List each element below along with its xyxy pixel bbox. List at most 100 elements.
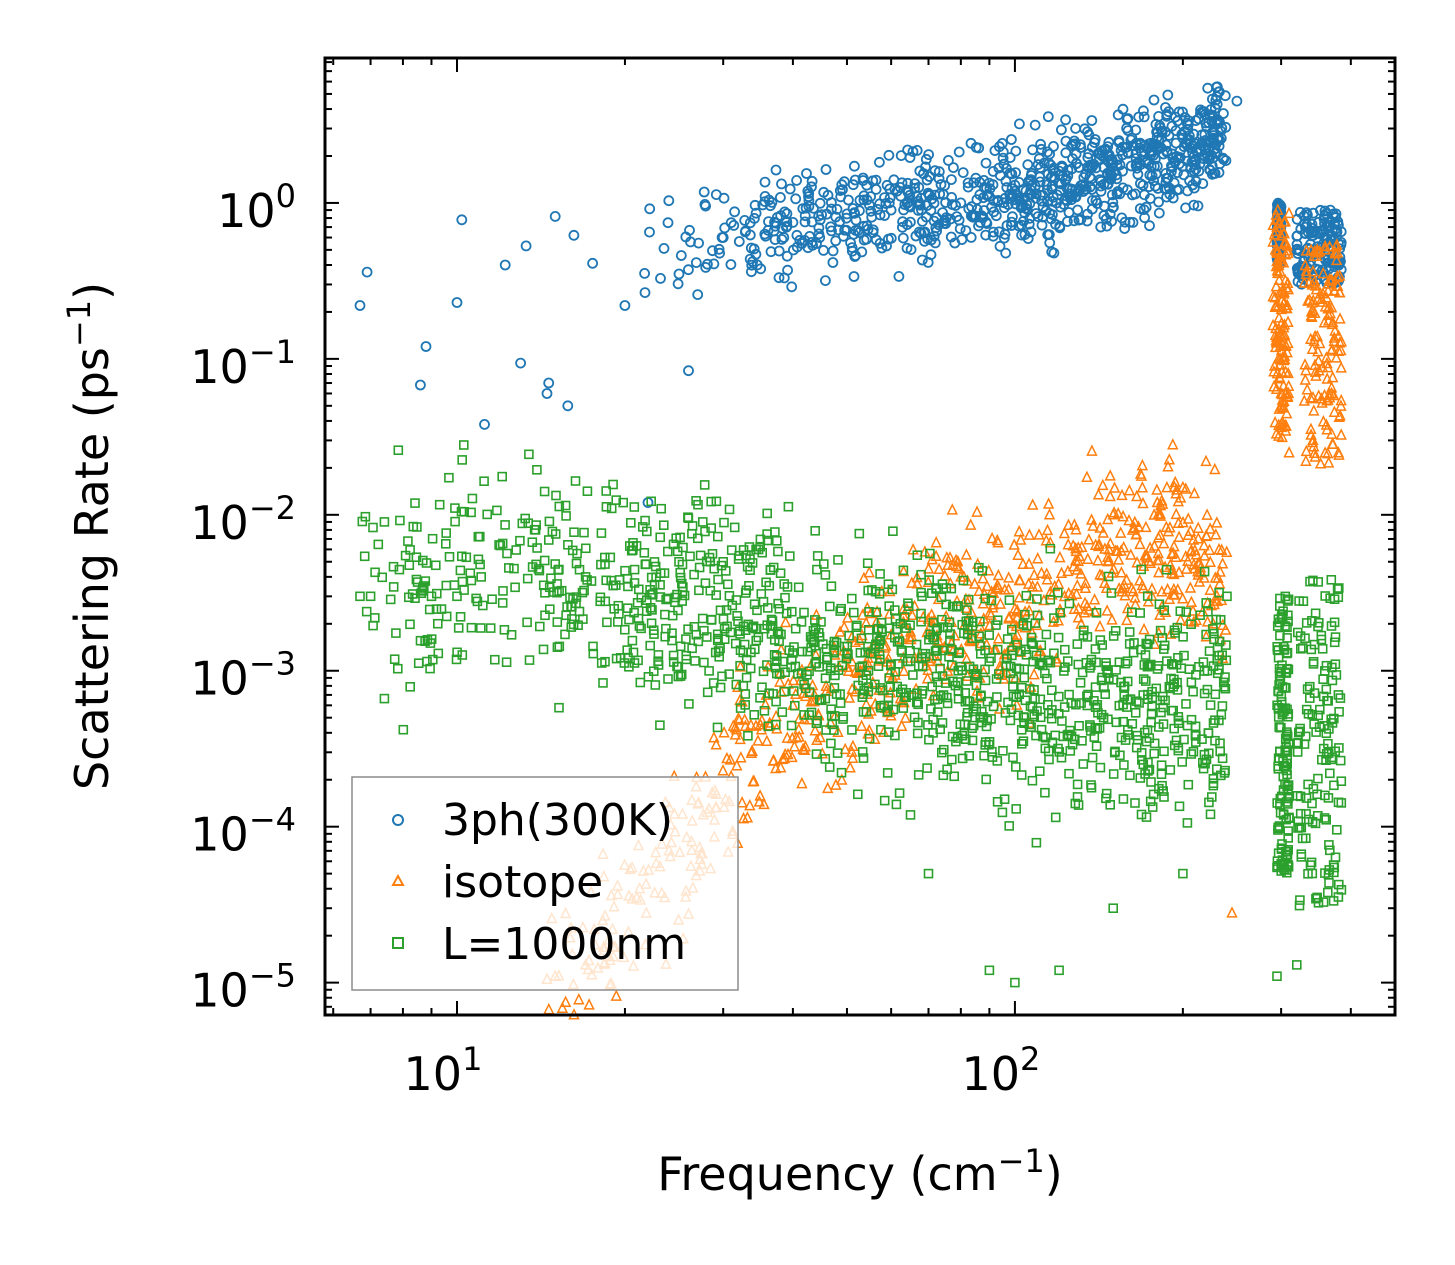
x-tick-label: 102: [961, 1040, 1040, 1101]
isotope-point: [1079, 576, 1092, 589]
l-1000nm-point: [1274, 821, 1285, 831]
isotope-point: [717, 764, 729, 776]
l-1000nm-point: [618, 497, 629, 508]
l-1000nm-point: [1323, 738, 1333, 749]
l-1000nm-point: [689, 621, 700, 632]
3ph-300k--point: [933, 166, 945, 178]
isotope-point: [1168, 480, 1181, 492]
isotope-point: [752, 734, 764, 746]
l-1000nm-point: [422, 656, 432, 667]
l-1000nm-point: [457, 455, 468, 465]
l-1000nm-point: [693, 499, 703, 510]
l-1000nm-point: [1053, 743, 1063, 754]
isotope-point: [1299, 358, 1311, 370]
l-1000nm-point: [1043, 655, 1054, 666]
l-1000nm-point: [917, 661, 928, 672]
l-1000nm-point: [1336, 798, 1347, 808]
3ph-300k--point: [658, 242, 670, 254]
3ph-300k--point: [981, 190, 993, 201]
3ph-300k--point: [923, 189, 935, 201]
isotope-point: [754, 718, 767, 730]
l-1000nm-point: [1320, 591, 1330, 601]
l-1000nm-point: [964, 750, 975, 761]
3ph-300k--point: [683, 264, 694, 276]
isotope-point: [1115, 566, 1128, 578]
l-1000nm-point: [1324, 840, 1334, 850]
l-1000nm-point: [1041, 629, 1052, 640]
l-1000nm-point: [1085, 726, 1096, 736]
3ph-300k--point: [791, 174, 802, 186]
l-1000nm-point: [574, 564, 585, 575]
3ph-300k--point: [913, 226, 925, 238]
isotope-point: [1055, 566, 1068, 579]
l-1000nm-point: [765, 565, 776, 575]
3ph-300k--point: [1220, 155, 1232, 167]
l-1000nm-point: [1188, 686, 1198, 697]
l-1000nm-point: [503, 563, 514, 573]
l-1000nm-point: [661, 594, 671, 605]
3ph-300k--point: [879, 210, 890, 221]
l-1000nm-point: [738, 647, 749, 658]
l-1000nm-point: [432, 618, 443, 629]
l-1000nm-point: [662, 546, 673, 557]
l-1000nm-point: [600, 559, 610, 569]
isotope-point: [1170, 487, 1182, 499]
3ph-300k--point: [885, 204, 897, 216]
3ph-300k--point: [354, 300, 366, 311]
l-1000nm-point: [1204, 646, 1215, 656]
isotope-point: [1323, 240, 1336, 252]
l-1000nm-point: [903, 598, 913, 609]
l-1000nm-point: [1177, 757, 1187, 767]
isotope-point: [1304, 391, 1317, 404]
l-1000nm-point: [601, 501, 612, 512]
isotope-point: [1048, 579, 1061, 592]
l-1000nm-point: [1178, 631, 1188, 642]
3ph-300k--point: [945, 231, 957, 243]
3ph-300k--point: [1313, 216, 1324, 228]
l-1000nm-point: [724, 504, 735, 515]
isotope-point: [858, 571, 870, 584]
3ph-300k--point: [997, 152, 1009, 164]
l-1000nm-point: [1047, 685, 1057, 696]
3ph-300k--point: [965, 231, 977, 243]
l-1000nm-point: [704, 666, 714, 676]
l-1000nm-point: [579, 585, 589, 596]
l-1000nm-point: [991, 674, 1002, 684]
isotope-point: [1335, 361, 1347, 373]
l-1000nm-point: [891, 624, 902, 635]
l-1000nm-point: [1018, 619, 1029, 629]
3ph-300k--point: [948, 162, 959, 174]
isotope-point: [1002, 582, 1015, 595]
l-1000nm-point: [932, 707, 943, 717]
isotope-point: [863, 565, 875, 578]
l-1000nm-point: [1086, 782, 1097, 793]
l-1000nm-point: [811, 658, 822, 669]
l-1000nm-point: [1119, 681, 1130, 692]
l-1000nm-point: [625, 517, 636, 528]
3ph-300k--point: [1324, 204, 1336, 216]
3ph-300k--point: [1075, 214, 1087, 225]
l-1000nm-point: [1181, 607, 1191, 617]
3ph-300k--point: [1127, 216, 1139, 228]
isotope-point: [1075, 567, 1087, 579]
l-1000nm-point: [793, 582, 804, 593]
y-tick-label-base: 10: [190, 340, 249, 394]
l-1000nm-point: [687, 643, 697, 654]
isotope-point: [960, 548, 973, 560]
3ph-300k--point: [960, 225, 972, 237]
l-1000nm-point: [1093, 707, 1103, 718]
l-1000nm-point: [1040, 668, 1050, 679]
legend-marker-3ph: [392, 814, 404, 826]
isotope-point: [1308, 404, 1320, 416]
l-1000nm-point: [1208, 778, 1219, 789]
l-1000nm-point: [694, 562, 705, 573]
3ph-300k--point: [1140, 157, 1152, 169]
isotope-point: [1322, 456, 1335, 468]
3ph-300k--point: [911, 190, 923, 202]
l-1000nm-point: [783, 501, 794, 512]
isotope-point: [1282, 282, 1295, 295]
l-1000nm-point: [913, 717, 923, 728]
isotope-point: [1309, 450, 1321, 462]
isotope-point: [1184, 545, 1197, 557]
l-1000nm-point: [984, 630, 995, 640]
